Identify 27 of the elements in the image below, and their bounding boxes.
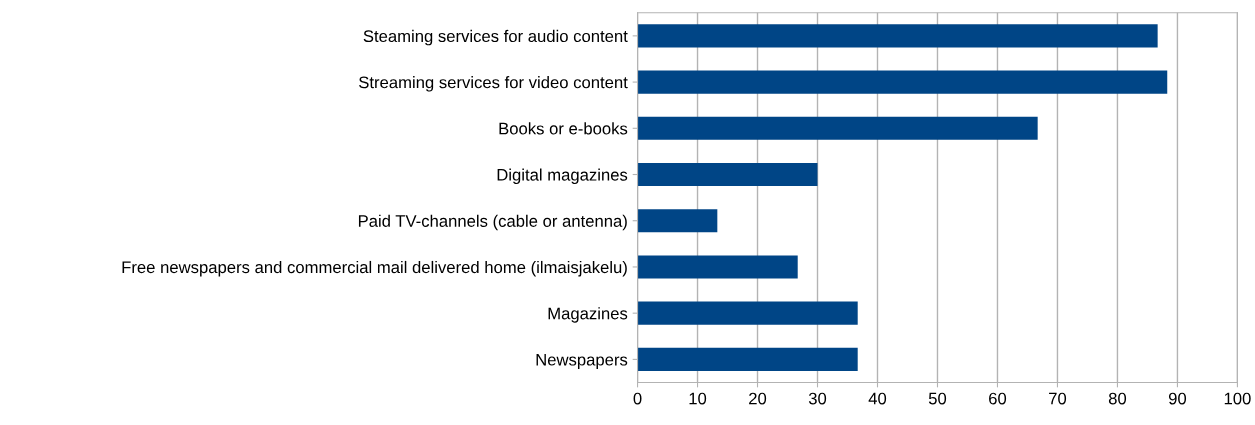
bar bbox=[637, 255, 798, 279]
x-tick-label: 60 bbox=[989, 392, 1007, 405]
y-tick-label: Free newspapers and commercial mail delivered home (ilmaisjakelu) bbox=[122, 260, 627, 277]
y-tick-label: Digital magazines bbox=[497, 168, 628, 185]
x-tick-label: 90 bbox=[1168, 392, 1187, 405]
bar bbox=[637, 301, 858, 325]
x-tick-label: 50 bbox=[928, 392, 947, 405]
bar bbox=[637, 116, 1038, 140]
y-tick-label: Magazines bbox=[548, 307, 628, 323]
x-tick-label: 100 bbox=[1224, 392, 1251, 405]
x-tick-label: 40 bbox=[868, 392, 887, 405]
bar bbox=[637, 347, 858, 371]
y-tick-label: Books or e-books bbox=[499, 122, 628, 135]
y-tick-label: Paid TV-channels (cable or antenna) bbox=[358, 214, 627, 231]
bar bbox=[637, 162, 818, 187]
x-tick-label: 10 bbox=[689, 392, 707, 405]
y-tick-label: Streaming services for video content bbox=[359, 76, 628, 92]
x-tick-label: 80 bbox=[1108, 392, 1127, 405]
y-tick-label: Newspapers bbox=[536, 353, 628, 369]
x-tick-label: 70 bbox=[1049, 392, 1067, 405]
x-tick-label: 30 bbox=[808, 392, 827, 405]
x-tick-label: 20 bbox=[749, 392, 767, 405]
x-tick-label: 0 bbox=[633, 392, 642, 405]
y-tick-label: Steaming services for audio content bbox=[363, 29, 628, 46]
bar bbox=[637, 24, 1158, 48]
bar bbox=[637, 70, 1168, 94]
bar bbox=[637, 209, 718, 233]
